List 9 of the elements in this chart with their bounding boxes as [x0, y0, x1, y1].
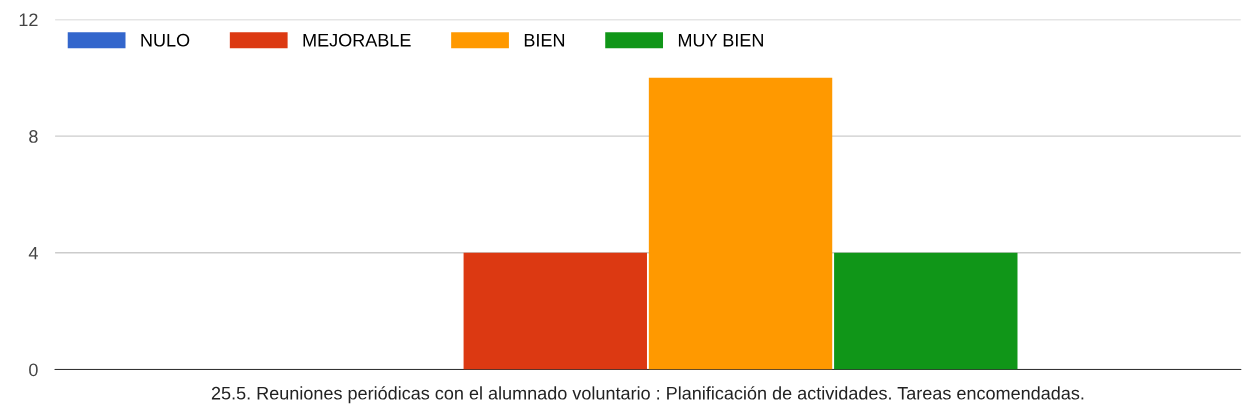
y-tick-label: 12	[19, 13, 38, 27]
y-tick-label: 0	[29, 363, 38, 377]
x-tick-label: 25.5. Reuniones periódicas con el alumnado voluntario : Planificación de actividades. Tareas encomendadas.	[211, 386, 1084, 404]
y-tick-label: 8	[29, 130, 38, 143]
legend-label: MEJORABLE	[303, 33, 411, 47]
legend-label: MUY BIEN	[678, 33, 763, 47]
legend-label: NULO	[141, 33, 190, 47]
legend-label: BIEN	[524, 33, 565, 47]
y-tick-label: 4	[28, 246, 38, 260]
